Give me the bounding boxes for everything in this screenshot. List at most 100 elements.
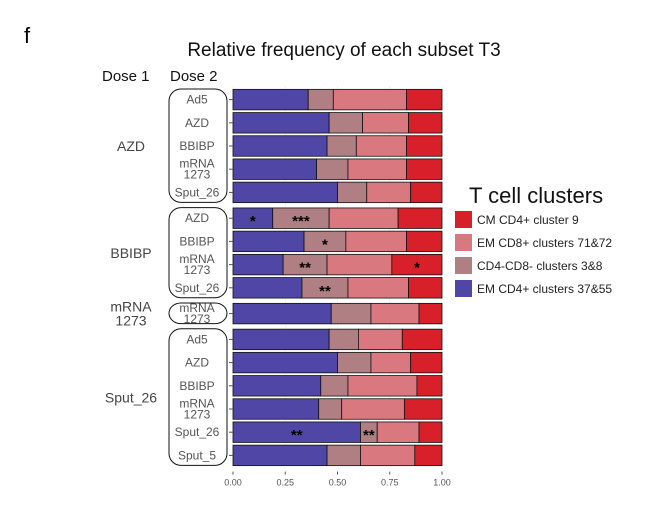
bar-segment-em_cd8_71_72 (326, 253, 393, 276)
dose2-label: Ad5 (186, 93, 208, 107)
bar-segment-cm_cd4_9 (408, 112, 443, 134)
panel-letter: f (24, 23, 31, 48)
bar-segment-em_cd4_37_55 (232, 88, 309, 111)
legend-swatch (455, 280, 472, 297)
dose1-header: Dose 1 (102, 68, 150, 85)
bar-segment-cd4cd8_3_8 (326, 135, 357, 157)
bar-segment-cd4cd8_3_8 (337, 181, 368, 204)
bar-segment-cm_cd4_9 (416, 375, 443, 397)
dose2-label: Sput_26 (175, 425, 220, 439)
legend-label: EM CD4+ clusters 37&55 (477, 282, 612, 296)
dose2-label: mRNA 1273 (179, 252, 214, 277)
dose2-label: Sput_5 (178, 448, 216, 462)
bar-segment-em_cd8_71_72 (360, 444, 416, 467)
bar-segment-em_cd8_71_72 (347, 277, 409, 299)
legend-swatch (455, 257, 472, 274)
bar-segment-cd4cd8_3_8 (318, 398, 343, 420)
bar-segment-em_cd8_71_72 (341, 398, 405, 420)
bar-segment-em_cd4_37_55 (232, 112, 330, 134)
dose2-label: Sput_26 (175, 185, 220, 199)
bar-segment-cm_cd4_9 (391, 253, 443, 276)
dose2-label: BBIBP (179, 234, 214, 248)
x-tick-label: 0.00 (224, 478, 242, 488)
bar-segment-cm_cd4_9 (397, 207, 443, 229)
bar-segment-cd4cd8_3_8 (320, 375, 349, 397)
bar-segment-em_cd8_71_72 (345, 230, 407, 253)
dose2-label: mRNA 1273 (179, 157, 214, 182)
bar-segment-cd4cd8_3_8 (328, 112, 363, 134)
bar-segment-em_cd4_37_55 (232, 181, 338, 204)
group-bracket (168, 328, 228, 466)
legend-title: T cell clusters (469, 183, 603, 208)
significance-mark: ** (299, 260, 311, 277)
bar-segment-em_cd4_37_55 (232, 375, 322, 397)
group-bracket (168, 207, 228, 299)
dose2-label: Sput_26 (175, 281, 220, 295)
dose2-label: Ad5 (186, 332, 208, 346)
significance-mark: ** (291, 427, 303, 444)
bar-segment-em_cd8_71_72 (362, 112, 409, 134)
dose2-label: BBIBP (179, 379, 214, 393)
legend-swatch (455, 211, 472, 228)
dose1-label: Sput_26 (105, 389, 157, 405)
bar-segment-cm_cd4_9 (406, 88, 443, 111)
dose2-label: AZD (185, 116, 209, 130)
bar-segment-em_cd8_71_72 (347, 375, 418, 397)
bar-segment-em_cd8_71_72 (347, 158, 407, 180)
bar-segment-em_cd4_37_55 (232, 444, 328, 467)
bar-segment-em_cd8_71_72 (328, 207, 399, 229)
bar-segment-cm_cd4_9 (403, 398, 443, 420)
chart-title: Relative frequency of each subset T3 (187, 40, 500, 61)
significance-mark: * (250, 213, 256, 230)
legend: T cell clusters CM CD4+ cluster 9 EM CD8+… (455, 183, 612, 297)
dose2-label: AZD (185, 211, 209, 225)
x-tick-label: 0.25 (276, 478, 294, 488)
dose2-header: Dose 2 (170, 68, 218, 85)
bar-segment-cd4cd8_3_8 (337, 351, 372, 374)
bar-segment-em_cd4_37_55 (232, 253, 284, 276)
bar-segment-cd4cd8_3_8 (328, 328, 359, 351)
bar-segment-em_cd4_37_55 (232, 302, 332, 325)
bar-segment-cm_cd4_9 (401, 328, 443, 351)
bar-segment-em_cd4_37_55 (232, 135, 328, 157)
bar-segment-em_cd8_71_72 (370, 351, 412, 374)
legend-label: CM CD4+ cluster 9 (477, 213, 579, 227)
bar-segment-em_cd8_71_72 (355, 135, 407, 157)
x-tick-label: 0.50 (329, 478, 347, 488)
bar-segment-em_cd4_37_55 (232, 277, 303, 299)
bar-segment-em_cd8_71_72 (366, 181, 412, 204)
bar-segment-cd4cd8_3_8 (307, 88, 334, 111)
bar-segment-cm_cd4_9 (406, 158, 443, 180)
bar-segment-em_cd8_71_72 (357, 328, 403, 351)
dose2-label: mRNA 1273 (179, 397, 214, 422)
x-tick-label: 1.00 (433, 478, 451, 488)
bar-segment-cm_cd4_9 (418, 421, 443, 443)
legend-swatch (455, 234, 472, 251)
bar-segment-em_cd4_37_55 (232, 230, 305, 253)
dose1-label: AZD (117, 138, 145, 154)
bar-segment-cm_cd4_9 (418, 302, 443, 325)
bar-segment-em_cd4_37_55 (232, 398, 320, 420)
bar-segment-cm_cd4_9 (408, 277, 443, 299)
significance-mark: ** (319, 283, 331, 300)
significance-mark: ** (363, 427, 375, 444)
significance-mark: * (322, 236, 328, 253)
bar-segment-cm_cd4_9 (414, 444, 443, 467)
dose2-label: BBIBP (179, 139, 214, 153)
bar-segment-cd4cd8_3_8 (326, 444, 361, 467)
bar-segment-cd4cd8_3_8 (330, 302, 372, 325)
legend-label: EM CD8+ clusters 71&72 (477, 236, 612, 250)
group-bracket (168, 302, 228, 325)
dose1-label: BBIBP (110, 245, 151, 261)
x-tick-label: 0.75 (381, 478, 399, 488)
bar-segment-cm_cd4_9 (410, 181, 443, 204)
bar-segment-cd4cd8_3_8 (316, 158, 349, 180)
bar-segment-em_cd4_37_55 (232, 351, 338, 374)
dose2-label: mRNA 1273 (179, 301, 214, 326)
dose2-label: AZD (185, 356, 209, 370)
bar-segment-em_cd8_71_72 (370, 302, 420, 325)
legend-label: CD4-CD8- clusters 3&8 (477, 259, 603, 273)
bar-segment-em_cd8_71_72 (376, 421, 420, 443)
